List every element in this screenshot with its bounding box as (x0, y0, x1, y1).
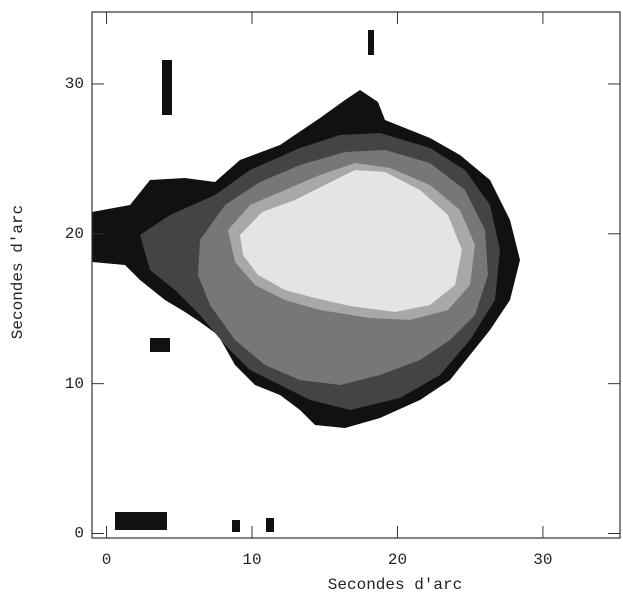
x-tick-label: 10 (242, 551, 261, 569)
speck (115, 512, 167, 530)
speck (162, 60, 172, 115)
speck (266, 518, 274, 532)
y-tick-label: 20 (65, 225, 84, 243)
y-axis-label: Secondes d'arc (9, 205, 27, 339)
core-layer (240, 170, 462, 312)
x-tick-label: 30 (533, 551, 552, 569)
x-tick-label: 20 (388, 551, 407, 569)
speck (150, 338, 170, 352)
x-tick-label: 0 (102, 551, 112, 569)
y-tick-label: 0 (74, 525, 84, 543)
speck (232, 520, 240, 532)
y-tick-label: 30 (65, 75, 84, 93)
speck (368, 30, 374, 55)
y-tick-label: 10 (65, 375, 84, 393)
image-layers (92, 30, 520, 532)
plot-frame (91, 11, 621, 539)
x-axis-label: Secondes d'arc (328, 576, 462, 594)
